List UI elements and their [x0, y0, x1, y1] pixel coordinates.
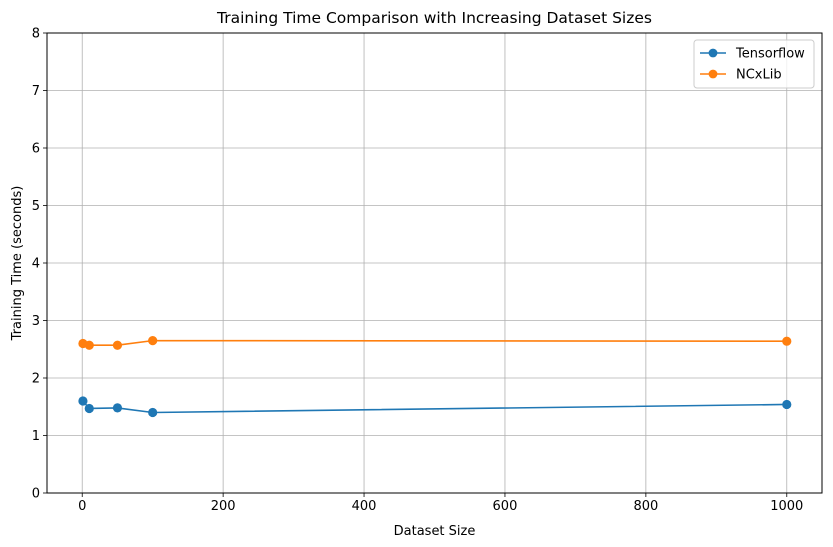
- x-axis-label: Dataset Size: [394, 524, 476, 539]
- x-tick-label: 0: [78, 499, 86, 514]
- legend: Tensorflow NCxLib: [693, 39, 815, 89]
- y-tick-label: 6: [32, 142, 40, 157]
- data-point: [148, 407, 158, 418]
- legend-item: NCxLib: [700, 68, 782, 83]
- chart-title: Training Time Comparison with Increasing…: [216, 9, 652, 27]
- legend-marker: [708, 69, 718, 79]
- y-tick-label: 0: [32, 487, 40, 502]
- data-point: [84, 403, 94, 414]
- data-point: [148, 336, 158, 346]
- y-tick-label: 1: [32, 429, 40, 444]
- y-tick-label: 8: [32, 27, 40, 42]
- x-tick-label: 1000: [770, 499, 803, 514]
- data-point: [782, 336, 792, 346]
- x-tick-label: 800: [633, 499, 658, 514]
- x-tick-label: 400: [352, 499, 377, 514]
- legend-label: NCxLib: [736, 68, 782, 83]
- legend-label: Tensorflow: [735, 47, 805, 62]
- series-layer: [78, 336, 792, 418]
- y-tick-label: 3: [32, 314, 40, 329]
- data-point: [78, 396, 88, 406]
- y-tick-label: 5: [32, 199, 40, 214]
- series-ncxlib: [78, 336, 792, 350]
- x-tick-label: 200: [211, 499, 236, 514]
- legend-marker: [708, 48, 718, 58]
- y-tick-label: 2: [32, 372, 40, 387]
- data-point: [782, 399, 792, 410]
- y-tick-label: 4: [32, 257, 40, 272]
- x-tick-label: 600: [493, 499, 518, 514]
- legend-box: [693, 39, 815, 89]
- y-tick-label: 7: [32, 84, 40, 99]
- data-point: [112, 340, 123, 350]
- axis-ticks: 0 200 400 600 800 1000 0 1 2 3 4 5 6 7 8: [32, 27, 804, 515]
- series-tensorflow: [78, 396, 792, 418]
- y-axis-label: Training Time (seconds): [10, 186, 25, 342]
- data-point: [84, 340, 94, 350]
- data-point: [112, 403, 123, 413]
- legend-item: Tensorflow: [700, 47, 805, 62]
